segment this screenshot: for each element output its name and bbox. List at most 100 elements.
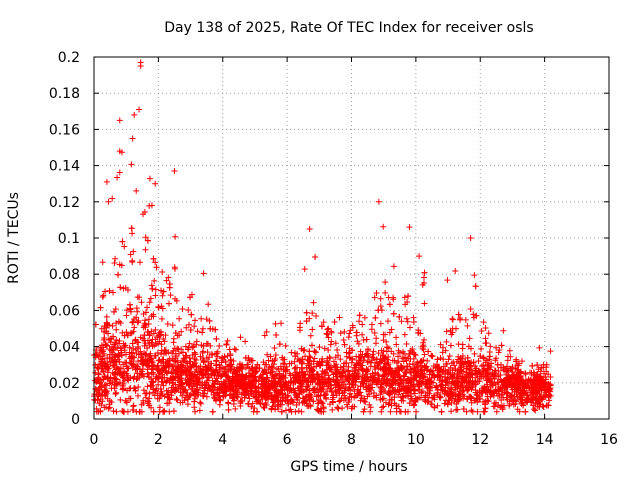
data-point — [453, 407, 459, 413]
x-tick-label: 8 — [347, 432, 356, 448]
data-point — [406, 224, 412, 230]
data-point — [150, 370, 156, 376]
data-point — [216, 343, 222, 349]
data-point — [470, 409, 476, 415]
data-point — [440, 356, 446, 362]
data-point — [548, 348, 554, 354]
data-point — [402, 332, 408, 338]
data-point — [468, 407, 474, 413]
data-point — [378, 296, 384, 302]
data-point — [172, 234, 178, 240]
chart-title: Day 138 of 2025, Rate Of TEC Index for r… — [164, 20, 533, 36]
data-point — [531, 406, 537, 412]
data-point — [157, 404, 163, 410]
data-point — [311, 348, 317, 354]
data-point — [117, 284, 123, 290]
data-point — [356, 318, 362, 324]
data-point — [114, 174, 120, 180]
data-point — [380, 224, 386, 230]
data-point — [205, 301, 211, 307]
x-tick-label: 4 — [218, 432, 227, 448]
data-point — [412, 351, 418, 357]
data-point — [113, 409, 119, 415]
data-point — [378, 321, 384, 327]
data-point — [304, 310, 310, 316]
data-point — [442, 401, 448, 407]
data-point — [104, 314, 110, 320]
data-point — [138, 63, 144, 69]
data-point — [146, 395, 152, 401]
data-point — [405, 293, 411, 299]
data-point — [109, 196, 115, 202]
data-point — [152, 293, 158, 299]
data-point — [151, 409, 157, 415]
data-point — [232, 406, 238, 412]
data-point — [507, 348, 513, 354]
data-point — [130, 249, 136, 255]
data-point — [167, 285, 173, 291]
data-point — [444, 277, 450, 283]
y-tick-label: 0.02 — [49, 376, 80, 392]
data-point — [191, 404, 197, 410]
data-point — [536, 345, 542, 351]
data-point — [272, 321, 278, 327]
data-point — [421, 300, 427, 306]
data-points — [91, 59, 554, 414]
data-point — [487, 343, 493, 349]
data-point — [164, 388, 170, 394]
data-point — [146, 316, 152, 322]
data-point — [279, 409, 285, 415]
data-point — [161, 408, 167, 414]
data-point — [148, 296, 154, 302]
data-point — [149, 202, 155, 208]
x-tick-label: 16 — [600, 432, 618, 448]
data-point — [160, 409, 166, 415]
data-point — [430, 353, 436, 359]
data-point — [529, 363, 535, 369]
roti-chart: Day 138 of 2025, Rate Of TEC Index for r… — [0, 0, 640, 480]
data-point — [325, 347, 331, 353]
data-point — [452, 268, 458, 274]
data-point — [402, 409, 408, 415]
data-point — [129, 230, 135, 236]
data-point — [277, 341, 283, 347]
data-point — [179, 306, 185, 312]
data-point — [152, 327, 158, 333]
data-point — [483, 325, 489, 331]
data-point — [176, 316, 182, 322]
data-point — [159, 293, 165, 299]
data-point — [464, 323, 470, 329]
data-point — [188, 312, 194, 318]
data-point — [168, 292, 174, 298]
data-point — [111, 260, 117, 266]
data-point — [341, 329, 347, 335]
data-point — [468, 306, 474, 312]
y-tick-label: 0.18 — [49, 86, 80, 102]
data-point — [421, 270, 427, 276]
data-point — [307, 226, 313, 232]
data-point — [186, 322, 192, 328]
data-point — [382, 279, 388, 285]
data-point — [112, 391, 118, 397]
data-point — [100, 294, 106, 300]
data-point — [199, 330, 205, 336]
data-point — [171, 336, 177, 342]
data-point — [309, 342, 315, 348]
data-point — [367, 409, 373, 415]
data-point — [471, 272, 477, 278]
data-point — [141, 387, 147, 393]
data-point — [187, 341, 193, 347]
data-point — [387, 409, 393, 415]
data-point — [483, 340, 489, 346]
data-point — [113, 327, 119, 333]
data-point — [359, 321, 365, 327]
data-point — [129, 259, 135, 265]
y-tick-label: 0.08 — [49, 267, 80, 283]
data-point — [145, 371, 151, 377]
data-point — [165, 321, 171, 327]
y-tick-label: 0.1 — [58, 231, 80, 247]
data-point — [360, 409, 366, 415]
data-point — [197, 399, 203, 405]
data-point — [129, 225, 135, 231]
data-point — [357, 312, 363, 318]
